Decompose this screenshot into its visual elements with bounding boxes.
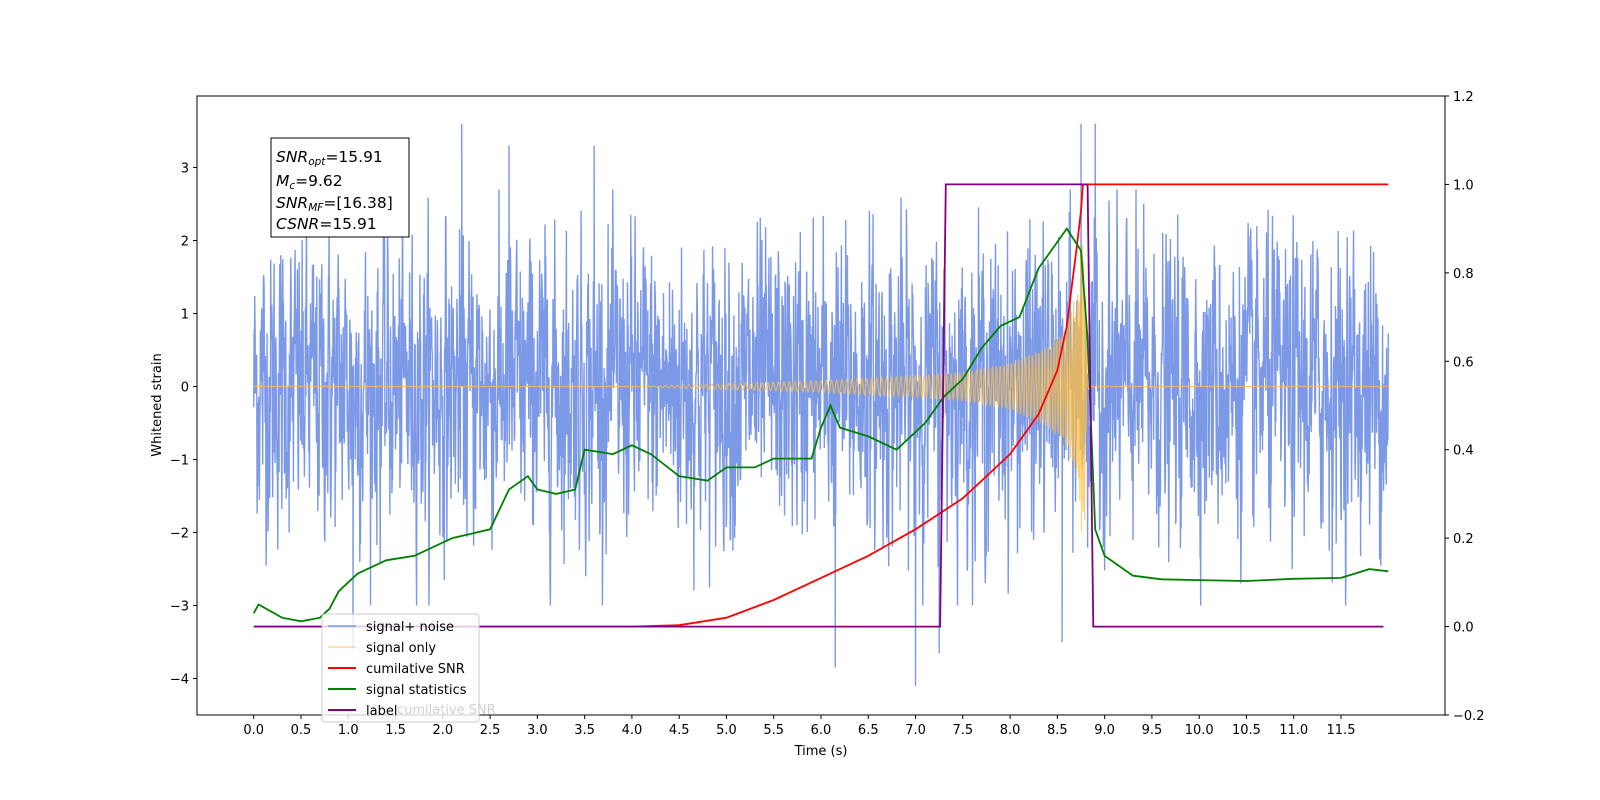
x-tick-label: 9.0 [1094,723,1115,738]
legend-frame [321,613,480,723]
x-tick-label: 3.0 [527,723,548,738]
annotation-snr-opt: SNRopt=15.91 [276,148,383,168]
y-right-tick-label: 0.8 [1453,267,1474,282]
annotation-snr-mf: SNRMF=[16.38] [276,194,393,214]
x-tick-label: 5.5 [763,723,784,738]
x-tick-label: 7.5 [952,723,973,738]
series-layer [252,123,1389,686]
legend: cumilative SNR signal+ noise signal only c… [321,613,496,723]
x-tick-label: 1.0 [338,723,359,738]
x-tick-label: 6.0 [811,723,832,738]
annotation-box: SNRopt=15.91 Mc=9.62 SNRMF=[16.38] CSNR=… [270,137,410,238]
y-right-tick-label: 0.2 [1453,532,1474,547]
x-tick-label: 2.0 [432,723,453,738]
series-signal-only [253,244,1389,532]
x-tick-label: 10.0 [1185,723,1214,738]
y-right-tick-label: 0.4 [1453,444,1474,459]
legend-label: signal only [366,641,436,656]
y-right-tick-label: 0.6 [1453,355,1474,370]
series-signal-statistics [252,226,1389,623]
x-tick-label: 1.5 [385,723,406,738]
legend-label: signal statistics [366,683,467,698]
x-axis-label: Time (s) [794,744,848,759]
y-axis-left-label: Whitened strain [150,353,165,456]
x-tick-label: 3.5 [574,723,595,738]
x-tick-label: 4.5 [669,723,690,738]
x-tick-label: 2.5 [480,723,501,738]
x-tick-label: 11.0 [1279,723,1308,738]
x-tick-label: 5.0 [716,723,737,738]
x-tick-label: 11.5 [1327,723,1356,738]
y-left-tick-label: −3 [170,600,189,615]
annotation-csnr: CSNR=15.91 [276,215,377,233]
y-left-tick-label: 0 [181,381,189,396]
x-tick-label: 8.5 [1047,723,1068,738]
y-axis-left-ticks: 3 2 1 0 −1 −2 −3 −4 [170,162,197,688]
series-label [253,183,1384,628]
series-cumilative-snr [253,183,1389,628]
legend-label: signal+ noise [366,620,454,635]
x-tick-label: 8.0 [1000,723,1021,738]
y-left-tick-label: 2 [181,235,189,250]
legend-label: label [366,704,397,719]
x-tick-label: 0.5 [291,723,312,738]
legend-label: cumilative SNR [366,662,465,677]
series-signal-noise [253,123,1389,686]
y-right-tick-label: 0.0 [1453,621,1474,636]
y-left-tick-label: 3 [181,162,189,177]
y-right-tick-label: 1.0 [1453,178,1474,193]
y-right-tick-label: −0.2 [1453,709,1485,724]
y-left-tick-label: −2 [170,527,189,542]
y-axis-right-ticks: 1.2 1.0 0.8 0.6 0.4 0.2 0.0 −0.2 [1445,90,1485,724]
x-tick-label: 0.0 [243,723,264,738]
y-left-tick-label: −4 [170,673,189,688]
y-left-tick-label: −1 [170,454,189,469]
x-tick-label: 4.0 [622,723,643,738]
x-axis-ticks: 0.0 0.5 1.0 1.5 2.0 2.5 3.0 3.5 4.0 4.5 5.0 5.5 6.0 6… [243,715,1355,738]
x-tick-label: 6.5 [858,723,879,738]
legend-hidden-text: cumilative SNR [397,703,496,718]
x-tick-label: 7.0 [905,723,926,738]
annotation-frame [270,137,410,238]
x-tick-label: 9.5 [1142,723,1163,738]
x-tick-label: 10.5 [1232,723,1261,738]
y-right-tick-label: 1.2 [1453,90,1474,105]
y-left-tick-label: 1 [181,308,189,323]
annotation-mc: Mc=9.62 [276,172,343,192]
